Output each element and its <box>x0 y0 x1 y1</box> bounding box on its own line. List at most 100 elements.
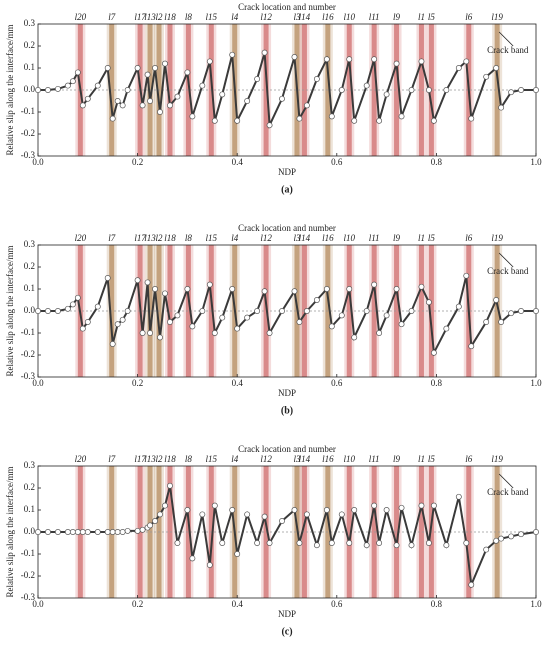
crack-band <box>394 245 400 377</box>
crack-band <box>301 24 307 156</box>
slip-point <box>54 308 61 314</box>
slip-point <box>266 330 273 336</box>
slip-point <box>139 526 146 533</box>
crack-label: l5 <box>428 233 436 243</box>
slip-point <box>296 319 303 325</box>
slip-point <box>346 540 353 546</box>
crack-label: l17 <box>134 233 146 243</box>
slip-point <box>162 290 168 297</box>
slip-point <box>376 117 383 124</box>
slip-point <box>119 316 126 323</box>
slip-point <box>206 58 213 65</box>
y-tick-label: 0.1 <box>24 283 35 293</box>
slip-point <box>371 281 378 288</box>
slip-point <box>508 89 515 96</box>
slip-point <box>498 319 505 325</box>
crack-label: l14 <box>299 454 311 464</box>
slip-point <box>79 325 86 332</box>
slip-point <box>328 113 335 120</box>
slip-point <box>296 540 303 546</box>
slip-point <box>266 540 273 546</box>
slip-point <box>45 87 51 93</box>
y-tick-label: -0.1 <box>21 106 35 116</box>
crack-label: l6 <box>465 233 473 243</box>
slip-point <box>346 286 353 292</box>
slip-point <box>363 308 370 314</box>
slip-point <box>64 529 71 535</box>
crack-band <box>418 466 424 598</box>
x-tick-label: 0.2 <box>132 599 143 609</box>
annotation: Crack band <box>487 266 529 276</box>
crack-label: l20 <box>75 12 87 22</box>
slip-point <box>371 502 378 509</box>
slip-point <box>463 272 470 279</box>
slip-point <box>328 323 335 330</box>
y-axis-label: Relative slip along the interface/mm <box>5 25 15 156</box>
slip-point <box>124 308 131 314</box>
crack-label: l19 <box>491 454 503 464</box>
crack-label: l1 <box>418 454 425 464</box>
slip-point <box>455 303 462 310</box>
slip-point <box>398 504 405 511</box>
slip-point <box>323 507 330 513</box>
crack-label: l8 <box>185 233 193 243</box>
crack-label: l11 <box>369 12 380 22</box>
crack-band <box>394 24 400 156</box>
slip-point <box>174 540 181 546</box>
crack-label: l9 <box>393 233 401 243</box>
slip-point <box>261 288 268 295</box>
slip-point <box>147 330 153 336</box>
y-tick-label: -0.2 <box>21 349 35 359</box>
y-tick-label: 0.3 <box>24 18 36 28</box>
crack-band <box>167 24 173 156</box>
slip-point <box>323 56 330 63</box>
slip-point <box>430 349 437 356</box>
slip-point <box>455 493 462 500</box>
slip-point <box>174 312 181 319</box>
slip-point <box>493 537 500 544</box>
slip-point <box>219 91 226 98</box>
crack-label: l12 <box>260 12 272 22</box>
slip-point <box>234 551 241 557</box>
crack-label: l4 <box>231 233 239 243</box>
slip-point <box>199 308 206 314</box>
crack-label: l5 <box>428 454 436 464</box>
x-tick-label: 0.0 <box>32 157 44 167</box>
crack-band <box>301 466 307 598</box>
slip-point <box>468 115 475 122</box>
slip-point <box>254 76 261 82</box>
slip-point <box>483 319 490 325</box>
slip-point <box>351 334 358 341</box>
slip-point <box>219 540 226 546</box>
crack-label: l9 <box>393 454 401 464</box>
slip-point <box>244 511 251 518</box>
crack-label: l1 <box>418 233 425 243</box>
y-tick-label: 0.0 <box>24 526 36 536</box>
slip-point <box>124 527 131 534</box>
crack-label: l2 <box>156 12 164 22</box>
y-axis-label: Relative slip along the interface/mm <box>5 467 15 598</box>
crack-label: l3 <box>293 12 301 22</box>
chart-title: Crack location and number <box>238 2 336 12</box>
slip-point <box>147 522 153 529</box>
slip-point <box>189 113 196 120</box>
slip-point <box>518 87 525 93</box>
slip-point <box>234 325 241 332</box>
y-tick-label: 0.1 <box>24 62 35 72</box>
x-tick-label: 1.0 <box>530 157 542 167</box>
slip-point <box>244 98 251 104</box>
slip-point <box>328 540 335 546</box>
slip-point <box>408 308 415 314</box>
crack-label: l16 <box>322 454 334 464</box>
x-tick-label: 0.8 <box>431 599 443 609</box>
slip-point <box>303 102 310 109</box>
crack-label: l2 <box>156 454 164 464</box>
chart-title: Crack location and number <box>238 444 336 454</box>
y-tick-label: -0.3 <box>21 371 36 381</box>
slip-point <box>74 69 81 76</box>
slip-point <box>114 529 121 535</box>
x-tick-label: 0.6 <box>331 157 343 167</box>
slip-point <box>455 65 462 71</box>
